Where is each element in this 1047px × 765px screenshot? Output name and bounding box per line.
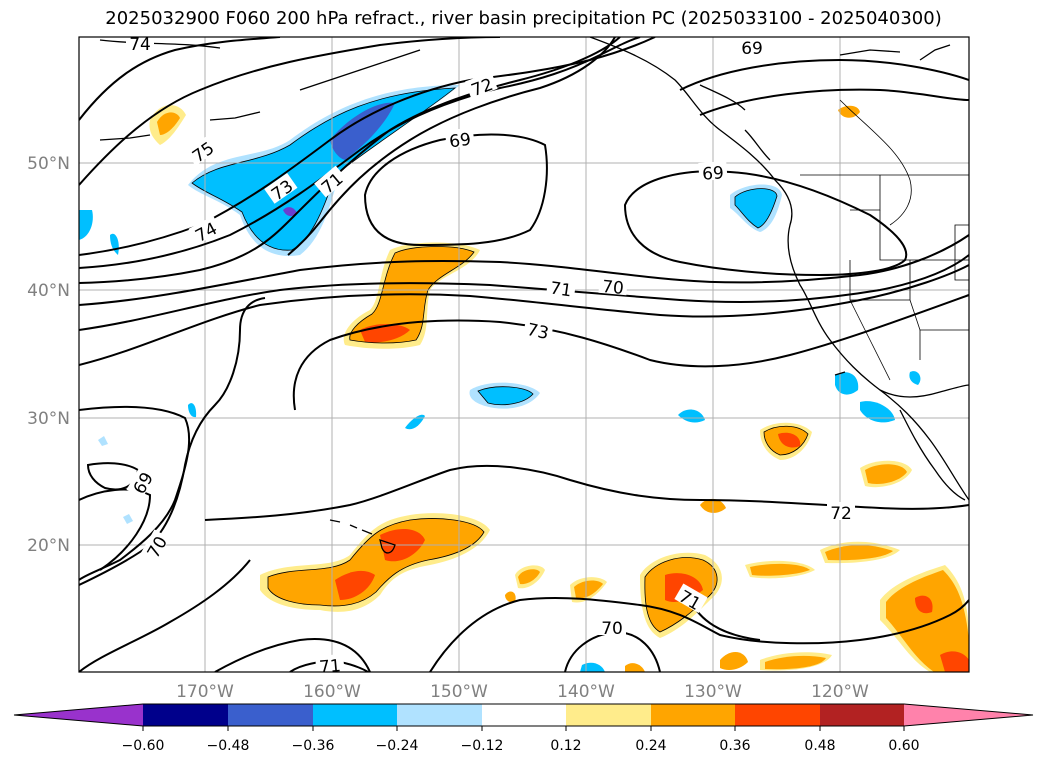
lat-label-20n: 20°N bbox=[27, 536, 70, 556]
contour-label: 71 bbox=[318, 656, 341, 678]
colorbar-tick-label: −0.12 bbox=[461, 738, 504, 754]
lon-label-160w: 160°W bbox=[303, 682, 361, 702]
colorbar-segment bbox=[143, 704, 228, 726]
lon-label-170w: 170°W bbox=[176, 682, 234, 702]
colorbar-segment bbox=[228, 704, 313, 726]
lon-label-120w: 120°W bbox=[811, 682, 869, 702]
map-title: 2025032900 F060 200 hPa refract., river … bbox=[105, 8, 942, 29]
colorbar-segment bbox=[735, 704, 820, 726]
lon-label-150w: 150°W bbox=[430, 682, 488, 702]
colorbar-tick-label: 0.12 bbox=[550, 738, 581, 754]
colorbar-segment bbox=[820, 704, 904, 726]
colorbar-ticks bbox=[142, 726, 905, 731]
lat-label-30n: 30°N bbox=[27, 409, 70, 429]
lat-label-50n: 50°N bbox=[27, 154, 70, 174]
colorbar-tick-label: −0.24 bbox=[376, 738, 419, 754]
lon-label-140w: 140°W bbox=[557, 682, 615, 702]
colorbar: −0.60 −0.48 −0.36 −0.24 −0.12 0.12 0.24 … bbox=[13, 703, 1034, 754]
colorbar-tick-label: −0.36 bbox=[292, 738, 335, 754]
contour-label: 69 bbox=[741, 39, 763, 59]
contour-label: 73 bbox=[525, 320, 550, 344]
contour-label: 70 bbox=[601, 619, 623, 639]
contour-label: 70 bbox=[601, 277, 624, 299]
lat-label-40n: 40°N bbox=[27, 281, 70, 301]
contour-label: 71 bbox=[549, 279, 573, 302]
map-frame bbox=[78, 36, 970, 673]
colorbar-tick-label: −0.48 bbox=[207, 738, 250, 754]
colorbar-tick-label: −0.60 bbox=[122, 738, 165, 754]
coastlines bbox=[99, 37, 969, 554]
contour-label: 69 bbox=[702, 163, 725, 184]
colorbar-tick-label: 0.60 bbox=[888, 738, 919, 754]
colorbar-tick-label: 0.36 bbox=[719, 738, 750, 754]
colorbar-segment bbox=[313, 704, 397, 726]
colorbar-extend-right bbox=[904, 704, 1033, 726]
latitude-labels: 50°N 40°N 30°N 20°N bbox=[27, 154, 70, 556]
longitude-labels: 170°W 160°W 150°W 140°W 130°W 120°W bbox=[176, 682, 869, 702]
colorbar-segment bbox=[566, 704, 651, 726]
colorbar-segment bbox=[651, 704, 735, 726]
contour-label: 72 bbox=[830, 504, 852, 524]
colorbar-segment bbox=[397, 704, 482, 726]
contour-label: 74 bbox=[129, 35, 151, 55]
colorbar-tick-label: 0.48 bbox=[804, 738, 835, 754]
borders bbox=[800, 99, 969, 381]
map-content: 74 75 72 69 69 69 73 71 74 71 70 73 69 7… bbox=[79, 35, 969, 678]
colorbar-segment bbox=[482, 704, 566, 726]
contour-labels: 74 75 72 69 69 69 73 71 74 71 70 73 69 7… bbox=[126, 35, 855, 678]
contour-label: 69 bbox=[448, 130, 472, 153]
colorbar-extend-left bbox=[14, 704, 143, 726]
map-panel bbox=[79, 37, 969, 672]
colorbar-tick-label: 0.24 bbox=[635, 738, 666, 754]
lon-label-130w: 130°W bbox=[684, 682, 742, 702]
